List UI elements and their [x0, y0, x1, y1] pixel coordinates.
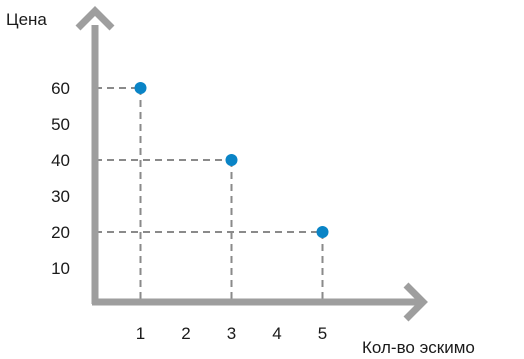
x-tick-labels: 1 2 3 4 5 [136, 324, 327, 343]
data-points [134, 82, 329, 238]
data-point-2 [225, 154, 238, 166]
y-tick-label-30: 30 [51, 187, 70, 206]
guide-lines [95, 87, 324, 300]
data-point-1 [134, 82, 147, 94]
y-axis-title: Цена [6, 10, 47, 29]
y-axis-arrowhead [75, 6, 115, 31]
x-tick-label-5: 5 [318, 324, 327, 343]
y-tick-labels: 10 20 30 40 50 60 [51, 79, 70, 278]
x-tick-label-2: 2 [181, 324, 190, 343]
y-tick-label-40: 40 [51, 151, 70, 170]
y-tick-label-50: 50 [51, 115, 70, 134]
y-tick-label-10: 10 [51, 259, 70, 278]
x-axis-title: Кол-во эскимо [362, 338, 475, 357]
data-point-3 [316, 226, 329, 238]
y-tick-label-20: 20 [51, 223, 70, 242]
x-tick-label-3: 3 [227, 324, 236, 343]
x-tick-label-4: 4 [272, 324, 281, 343]
x-axis-arrowhead [403, 282, 428, 322]
axes [75, 6, 428, 322]
y-tick-label-60: 60 [51, 79, 70, 98]
x-tick-label-1: 1 [136, 324, 145, 343]
